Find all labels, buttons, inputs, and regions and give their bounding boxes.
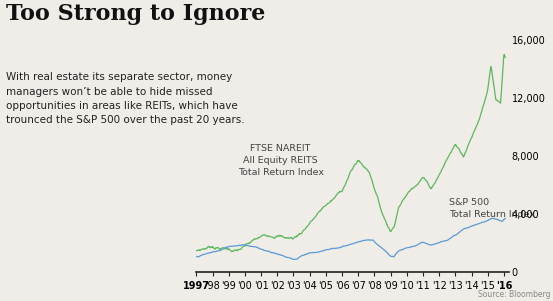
Text: Source: Bloomberg: Source: Bloomberg bbox=[478, 290, 550, 299]
Text: S&P 500
Total Return Index: S&P 500 Total Return Index bbox=[450, 198, 535, 219]
Text: FTSE NAREIT
All Equity REITS
Total Return Index: FTSE NAREIT All Equity REITS Total Retur… bbox=[238, 144, 324, 177]
Text: Too Strong to Ignore: Too Strong to Ignore bbox=[6, 3, 265, 25]
Text: With real estate its separate sector, money
managers won’t be able to hide misse: With real estate its separate sector, mo… bbox=[6, 72, 244, 126]
